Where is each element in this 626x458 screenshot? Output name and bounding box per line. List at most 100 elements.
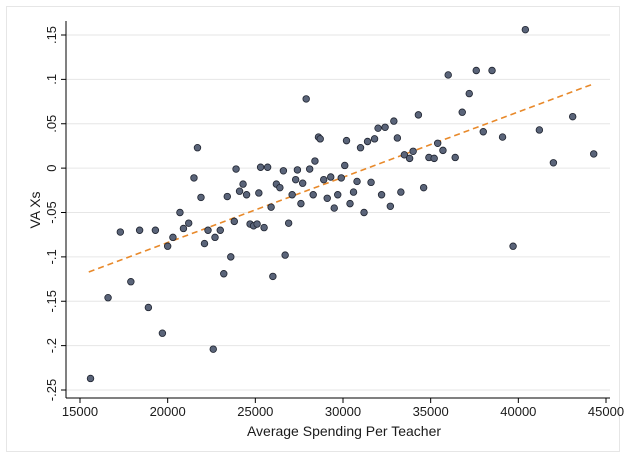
data-point [269, 272, 277, 281]
data-point [230, 217, 238, 226]
data-point [190, 174, 198, 182]
y-tick-label: -.15 [44, 290, 59, 312]
data-point [323, 194, 331, 202]
data-point [334, 191, 342, 199]
data-point [235, 187, 244, 195]
tick-labels: 15000 20000 25000 30000 35000 40000 45000 -.25 -… [44, 26, 624, 419]
data-point [256, 163, 265, 171]
data-point [276, 183, 284, 192]
data-point [297, 199, 305, 208]
data-point [305, 165, 314, 173]
data-point [151, 226, 160, 234]
data-point [242, 191, 251, 199]
data-point [458, 108, 466, 116]
data-point [193, 144, 202, 152]
data-points [86, 25, 598, 383]
data-point [367, 178, 375, 187]
data-point [397, 188, 405, 196]
data-point [220, 270, 228, 278]
data-point [281, 251, 289, 259]
data-point [298, 179, 307, 187]
x-tick-label: 40000 [500, 404, 536, 419]
y-tick-label: -.1 [44, 249, 59, 264]
data-point [341, 161, 349, 170]
data-point [405, 154, 414, 163]
data-point [409, 147, 417, 155]
data-point [209, 345, 217, 353]
data-point [232, 165, 240, 173]
data-point [185, 219, 193, 227]
data-point [346, 199, 354, 208]
data-point [433, 139, 442, 147]
data-point [377, 191, 386, 199]
data-point [381, 123, 389, 131]
y-tick-label: .15 [44, 26, 59, 44]
data-point [263, 163, 272, 171]
data-point [211, 233, 219, 242]
data-point [386, 202, 395, 210]
gridlines [66, 34, 610, 391]
data-point [116, 228, 125, 236]
data-point [535, 126, 544, 134]
data-point [439, 146, 447, 155]
y-tick-label: -.25 [44, 379, 59, 401]
data-point [216, 226, 224, 234]
data-point [267, 203, 275, 211]
outer-frame [6, 6, 620, 452]
data-point [451, 153, 459, 162]
data-point [353, 177, 361, 186]
data-point [260, 223, 268, 232]
data-point [327, 173, 335, 181]
x-axis-title: Average Spending Per Teacher [247, 423, 441, 439]
y-tick-label: 0 [44, 165, 59, 172]
data-point [400, 151, 409, 159]
data-point [370, 135, 379, 143]
data-point [144, 303, 153, 312]
data-point [179, 224, 188, 233]
data-point [293, 166, 302, 174]
data-point [590, 150, 598, 158]
data-point [163, 242, 172, 250]
data-point [104, 294, 112, 302]
data-point [86, 374, 95, 383]
data-point [330, 204, 338, 212]
data-point [465, 89, 473, 98]
data-point [349, 188, 358, 196]
y-tick-label: -.2 [44, 338, 59, 353]
y-axis-title: VA Xs [27, 191, 43, 228]
x-tick-label: 25000 [237, 404, 273, 419]
data-point [288, 191, 296, 199]
data-point [479, 128, 487, 136]
y-tick-label: .05 [44, 115, 59, 133]
data-point [488, 66, 496, 75]
data-point [127, 278, 135, 286]
data-point [472, 66, 480, 75]
data-point [509, 242, 517, 250]
data-point [255, 189, 263, 197]
data-point [227, 253, 235, 261]
data-point [568, 112, 577, 121]
x-tick-label: 20000 [150, 404, 186, 419]
data-point [363, 137, 372, 146]
data-point [316, 135, 324, 143]
data-point [223, 192, 231, 201]
data-point [374, 124, 382, 132]
x-tick-label: 35000 [413, 404, 449, 419]
x-tick-label: 45000 [588, 404, 624, 419]
data-point [239, 180, 247, 188]
axes [61, 21, 610, 403]
data-point [320, 175, 328, 184]
data-point [284, 219, 293, 227]
data-point [444, 71, 452, 79]
data-point [414, 111, 423, 119]
data-point [311, 157, 319, 165]
data-point [279, 167, 288, 175]
x-tick-label: 15000 [62, 404, 98, 419]
data-point [176, 208, 184, 217]
data-point [390, 117, 398, 125]
data-point [430, 154, 438, 163]
y-tick-label: -.05 [44, 201, 59, 223]
data-point [158, 329, 167, 337]
data-point [291, 175, 300, 184]
